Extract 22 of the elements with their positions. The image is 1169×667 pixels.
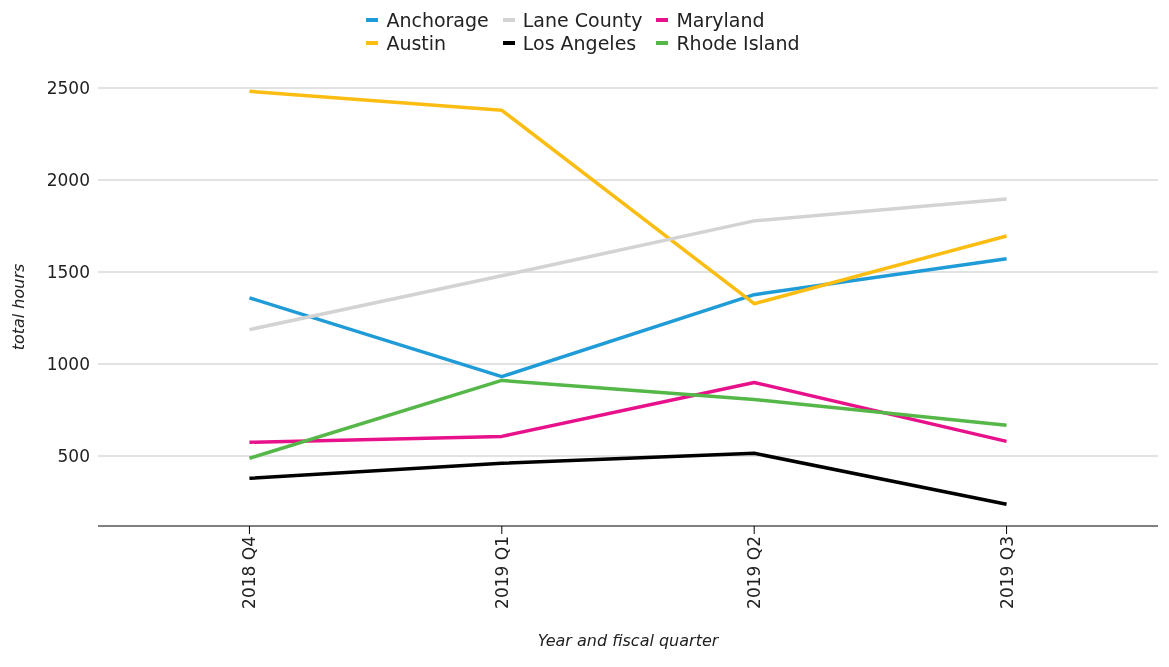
line-series (247, 257, 1009, 379)
x-axis-title: Year and fiscal quarter (537, 631, 720, 650)
y-tick-label: 1500 (46, 262, 90, 283)
legend-label: Anchorage (386, 8, 489, 31)
line-series (247, 380, 1009, 445)
x-tick-label: 2019 Q2 (744, 536, 765, 609)
y-tick-label: 1000 (46, 354, 90, 375)
legend-label: Maryland (676, 8, 765, 31)
x-tick-label: 2019 Q1 (491, 536, 512, 609)
y-tick-label: 500 (57, 446, 90, 467)
x-tick-label: 2019 Q3 (996, 536, 1017, 609)
y-axis-title: total hours (8, 263, 28, 351)
legend-label: Los Angeles (522, 31, 637, 54)
legend-label: Austin (386, 31, 447, 54)
y-tick-label: 2500 (46, 78, 90, 99)
line-series (247, 89, 1009, 306)
x-tick-label: 2018 Q4 (239, 536, 260, 609)
legend-label: Lane County (522, 8, 643, 31)
y-tick-label: 2000 (46, 170, 90, 191)
line-series (247, 378, 1009, 461)
line-series (247, 451, 1009, 507)
legend-label: Rhode Island (676, 31, 800, 54)
